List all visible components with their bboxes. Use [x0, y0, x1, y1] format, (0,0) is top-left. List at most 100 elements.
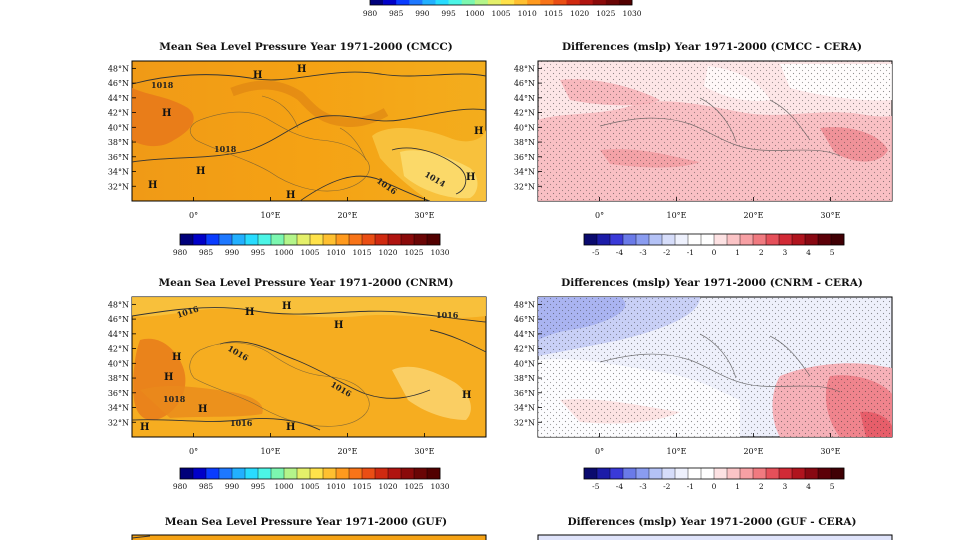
x-tick-label: 20°E: [337, 211, 357, 220]
colorbar-cell: [688, 234, 702, 245]
x-tick-label: 10°E: [261, 211, 281, 220]
colorbar-tick-label: 1025: [596, 9, 615, 18]
y-tick-label: 38°N: [514, 138, 535, 147]
colorbar-cell: [636, 468, 650, 479]
colorbar-cell: [805, 468, 819, 479]
colorbar-cell: [831, 234, 845, 245]
colorbar-tick-label: 1025: [404, 248, 423, 257]
high-marker: H: [140, 422, 149, 433]
colorbar-tick-label: 1020: [378, 482, 397, 491]
panel-cnrm-diff: Differences (mslp) Year 1971-2000 (CNRM …: [514, 277, 893, 491]
colorbar-cell: [792, 468, 806, 479]
colorbar-tick-label: 1010: [326, 248, 345, 257]
colorbar-tick-label: 1000: [465, 9, 484, 18]
colorbar-tick-label: 995: [441, 9, 456, 18]
colorbar-cell: [610, 468, 624, 479]
colorbar-cell: [597, 468, 611, 479]
colorbar-cell: [831, 468, 845, 479]
colorbar-cell: [461, 0, 476, 5]
colorbar-cell: [753, 468, 767, 479]
x-tick-label: 10°E: [667, 447, 687, 456]
high-marker: H: [282, 301, 291, 312]
colorbar-cell: [310, 468, 324, 479]
colorbar-tick-label: 5: [830, 482, 835, 491]
colorbar-cell: [649, 234, 663, 245]
colorbar-cell: [336, 468, 350, 479]
colorbar-cell: [297, 468, 311, 479]
x-tick-label: 30°E: [820, 447, 840, 456]
colorbar-cell: [180, 468, 194, 479]
colorbar-cell: [383, 0, 397, 5]
high-marker: H: [466, 172, 475, 183]
y-tick-label: 32°N: [514, 182, 535, 191]
colorbar-cell: [401, 468, 415, 479]
colorbar-tick-label: -1: [687, 248, 694, 257]
colorbar-tick-label: -4: [616, 482, 624, 491]
colorbar-cell: [401, 234, 415, 245]
map-area: [537, 296, 893, 438]
colorbar-cell: [766, 234, 780, 245]
y-tick-label: 44°N: [108, 94, 129, 103]
colorbar-tick-label: 990: [415, 9, 430, 18]
colorbar-cell: [245, 468, 259, 479]
colorbar-tick-label: 0: [712, 248, 717, 257]
colorbar-cell: [740, 468, 754, 479]
colorbar-cell: [701, 234, 715, 245]
y-tick-label: 44°N: [514, 94, 535, 103]
colorbar-tick-label: 990: [225, 248, 240, 257]
colorbar-tick-label: -3: [639, 482, 647, 491]
y-tick-label: 46°N: [514, 79, 535, 88]
colorbar-cell: [284, 468, 298, 479]
y-tick-label: 48°N: [108, 64, 129, 73]
colorbar-cell: [610, 234, 624, 245]
high-marker: H: [164, 372, 173, 383]
y-tick-label: 44°N: [514, 330, 535, 339]
colorbar-cell: [193, 234, 207, 245]
colorbar-cell: [501, 0, 515, 5]
colorbar-cell: [514, 0, 528, 5]
y-tick-label: 32°N: [514, 418, 535, 427]
panel-title: Mean Sea Level Pressure Year 1971-2000 (…: [159, 41, 452, 53]
y-tick-label: 46°N: [108, 79, 129, 88]
panel-title: Differences (mslp) Year 1971-2000 (CMCC …: [562, 41, 862, 53]
map-area: [537, 60, 893, 202]
colorbar-cell: [409, 0, 423, 5]
colorbar-cell: [258, 468, 272, 479]
colorbar-tick-label: 2: [759, 248, 764, 257]
colorbar-cell: [592, 0, 607, 5]
contour-label: 1018: [214, 144, 237, 154]
colorbar-cell: [323, 468, 337, 479]
y-tick-label: 40°N: [108, 123, 129, 132]
colorbar-tick-label: -5: [592, 248, 600, 257]
y-tick-label: 38°N: [514, 374, 535, 383]
colorbar-cell: [245, 234, 259, 245]
colorbar-cell: [310, 234, 324, 245]
colorbar-tick-label: -2: [663, 482, 671, 491]
colorbar-cell: [779, 468, 793, 479]
colorbar-tick-label: 1015: [352, 482, 371, 491]
y-tick-label: 34°N: [514, 168, 535, 177]
colorbar-cell: [792, 234, 806, 245]
high-marker: H: [198, 404, 207, 415]
y-tick-label: 40°N: [514, 359, 535, 368]
colorbar-tick-label: 1005: [491, 9, 510, 18]
contour-label: 1016: [230, 418, 253, 428]
contour-label: 1018: [151, 80, 174, 90]
colorbar-cell: [388, 468, 402, 479]
colorbar-cell: [414, 234, 428, 245]
colorbar-cell: [605, 0, 620, 5]
colorbar-cell: [396, 0, 410, 5]
high-marker: H: [334, 320, 343, 331]
colorbar-tick-label: 4: [806, 482, 811, 491]
colorbar-cell: [675, 234, 689, 245]
colorbar-cell: [540, 0, 554, 5]
colorbar-tick-label: 1030: [430, 482, 449, 491]
colorbar-cell: [727, 234, 741, 245]
colorbar-cell: [740, 234, 754, 245]
colorbar-cell: [636, 234, 650, 245]
colorbar-cell: [701, 468, 715, 479]
colorbar-cell: [336, 234, 350, 245]
high-marker: H: [462, 390, 471, 401]
colorbar-cell: [779, 234, 793, 245]
